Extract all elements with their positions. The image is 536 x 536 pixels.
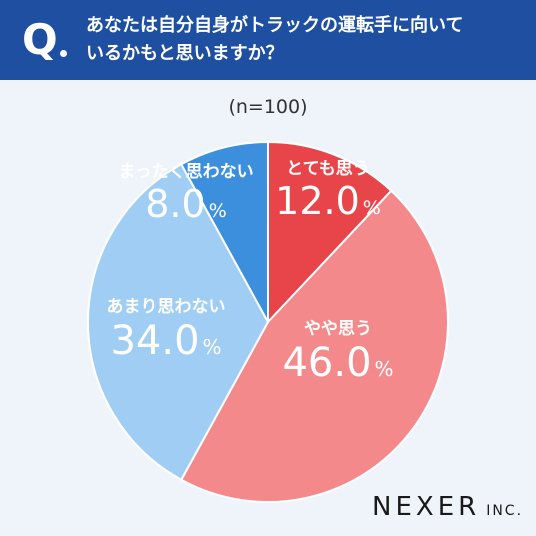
- slice-label-3: あまり思わない: [107, 297, 226, 317]
- question-header: Q あなたは自分自身がトラックの運転手に向いて いるかもと思いますか？: [0, 0, 536, 80]
- pie-slice-1: [267, 140, 393, 325]
- pie-slices: [87, 140, 449, 503]
- sample-size-label: (n=100): [228, 96, 308, 118]
- slice-label-2: やや思う: [304, 319, 372, 339]
- pie-slice-4: [179, 140, 269, 323]
- pie-slice-3: [87, 162, 270, 482]
- logo-sub: INC.: [486, 503, 524, 519]
- question-line-2: いるかもと思いますか？: [86, 43, 284, 64]
- slice-value-2: 46.0%: [282, 340, 393, 386]
- slice-value-1: 12.0%: [275, 179, 381, 223]
- slice-value-4: 8.0%: [145, 182, 227, 226]
- nexer-logo: NEXER INC.: [372, 492, 523, 522]
- question-text: あなたは自分自身がトラックの運転手に向いて いるかもと思いますか？: [86, 12, 526, 68]
- logo-main: NEXER: [372, 492, 481, 522]
- q-dot: [60, 50, 67, 57]
- slice-label-4: まったく思わない: [118, 162, 253, 182]
- pie-slice-2: [179, 189, 449, 503]
- q-mark: Q: [22, 15, 58, 64]
- slice-value-3: 34.0%: [110, 318, 221, 364]
- slice-label-1: とても思う: [286, 159, 370, 179]
- question-line-1: あなたは自分自身がトラックの運転手に向いて: [86, 15, 464, 36]
